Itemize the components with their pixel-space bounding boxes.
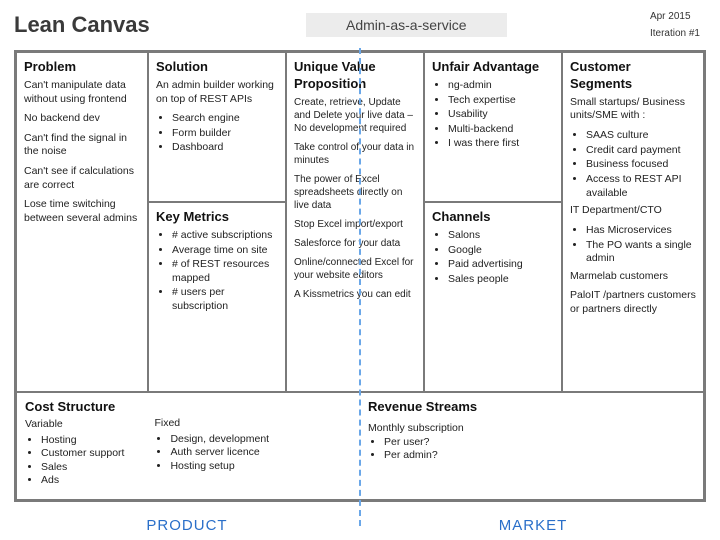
- segments-b2: Credit card payment: [586, 144, 696, 158]
- cell-solution: Solution An admin builder working on top…: [149, 53, 285, 203]
- metrics-b2: Average time on site: [172, 244, 278, 258]
- col-problem: Problem Can't manipulate data without us…: [17, 53, 149, 391]
- cost-variable: Cost Structure Variable Hosting Customer…: [25, 399, 124, 493]
- advantage-b4: Multi-backend: [448, 123, 554, 137]
- segments-b1: SAAS culture: [586, 129, 696, 143]
- cell-uvp: Unique Value Proposition Create, retriev…: [287, 53, 423, 391]
- cost-v1: Hosting: [41, 434, 124, 448]
- cost-f1: Design, development: [170, 433, 269, 447]
- segments-b4: Access to REST API available: [586, 173, 696, 200]
- cell-channels: Channels Salons Google Paid advertising …: [425, 203, 561, 391]
- revenue-p1: Monthly subscription: [368, 422, 695, 436]
- uvp-p3: The power of Excel spreadsheets directly…: [294, 173, 416, 212]
- solution-intro: An admin builder working on top of REST …: [156, 79, 278, 106]
- uvp-p7: A Kissmetrics you can edit: [294, 288, 416, 301]
- col-advantage-channels: Unfair Advantage ng-admin Tech expertise…: [425, 53, 563, 391]
- advantage-b3: Usability: [448, 108, 554, 122]
- cell-cost: Cost Structure Variable Hosting Customer…: [17, 393, 360, 499]
- meta-date: Apr 2015: [644, 8, 706, 25]
- channels-b2: Google: [448, 244, 554, 258]
- revenue-heading: Revenue Streams: [368, 399, 695, 416]
- segments-p2: IT Department/CTO: [570, 204, 696, 218]
- cost-fixed: Fixed Design, development Auth server li…: [154, 399, 269, 493]
- cost-v4: Ads: [41, 474, 124, 488]
- cost-heading: Cost Structure: [25, 399, 124, 416]
- meta-iteration: Iteration #1: [644, 25, 706, 42]
- problem-p5: Lose time switching between several admi…: [24, 198, 140, 225]
- problem-p2: No backend dev: [24, 112, 140, 126]
- metrics-heading: Key Metrics: [156, 209, 278, 226]
- segments-p3: Marmelab customers: [570, 270, 696, 284]
- advantage-b5: I was there first: [448, 137, 554, 151]
- subtitle: Admin-as-a-service: [306, 13, 507, 37]
- meta-block: Apr 2015 Iteration #1: [644, 8, 706, 42]
- problem-p4: Can't see if calculations are correct: [24, 165, 140, 192]
- channels-b3: Paid advertising: [448, 258, 554, 272]
- col-uvp: Unique Value Proposition Create, retriev…: [287, 53, 425, 391]
- metrics-b4: # users per subscription: [172, 286, 278, 313]
- header: Lean Canvas Admin-as-a-service Apr 2015 …: [0, 0, 720, 46]
- footer-product: PRODUCT: [14, 517, 360, 534]
- cost-f3: Hosting setup: [170, 460, 269, 474]
- solution-b1: Search engine: [172, 112, 278, 126]
- channels-b4: Sales people: [448, 273, 554, 287]
- cell-segments: Customer Segments Small startups/ Busine…: [563, 53, 703, 391]
- metrics-b3: # of REST resources mapped: [172, 258, 278, 285]
- cell-metrics: Key Metrics # active subscriptions Avera…: [149, 203, 285, 391]
- cost-v3: Sales: [41, 461, 124, 475]
- solution-heading: Solution: [156, 59, 278, 76]
- segments-b3: Business focused: [586, 158, 696, 172]
- cell-advantage: Unfair Advantage ng-admin Tech expertise…: [425, 53, 561, 203]
- cell-problem: Problem Can't manipulate data without us…: [17, 53, 147, 391]
- cost-f2: Auth server licence: [170, 446, 269, 460]
- bottom-grid: Cost Structure Variable Hosting Customer…: [17, 393, 703, 499]
- advantage-b2: Tech expertise: [448, 94, 554, 108]
- revenue-b2: Per admin?: [384, 449, 695, 463]
- segments-heading: Customer Segments: [570, 59, 696, 93]
- advantage-heading: Unfair Advantage: [432, 59, 554, 76]
- page-title: Lean Canvas: [14, 12, 294, 38]
- cost-fix-label: Fixed: [154, 417, 269, 431]
- solution-b3: Dashboard: [172, 141, 278, 155]
- col-segments: Customer Segments Small startups/ Busine…: [563, 53, 703, 391]
- problem-heading: Problem: [24, 59, 140, 76]
- uvp-p6: Online/connected Excel for your website …: [294, 256, 416, 282]
- footer-market: MARKET: [360, 517, 706, 534]
- uvp-p1: Create, retrieve, Update and Delete your…: [294, 96, 416, 135]
- uvp-p5: Salesforce for your data: [294, 237, 416, 250]
- top-grid: Problem Can't manipulate data without us…: [17, 53, 703, 393]
- revenue-b1: Per user?: [384, 436, 695, 450]
- uvp-p2: Take control of your data in minutes: [294, 141, 416, 167]
- problem-p3: Can't find the signal in the noise: [24, 132, 140, 159]
- cell-revenue: Revenue Streams Monthly subscription Per…: [360, 393, 703, 499]
- problem-p1: Can't manipulate data without using fron…: [24, 79, 140, 106]
- uvp-p4: Stop Excel import/export: [294, 218, 416, 231]
- channels-b1: Salons: [448, 229, 554, 243]
- cost-v2: Customer support: [41, 447, 124, 461]
- metrics-b1: # active subscriptions: [172, 229, 278, 243]
- col-solution-metrics: Solution An admin builder working on top…: [149, 53, 287, 391]
- solution-b2: Form builder: [172, 127, 278, 141]
- segments-b5: Has Microservices: [586, 224, 696, 238]
- cost-var-label: Variable: [25, 418, 124, 432]
- segments-b6: The PO wants a single admin: [586, 239, 696, 266]
- footer-labels: PRODUCT MARKET: [14, 517, 706, 534]
- advantage-b1: ng-admin: [448, 79, 554, 93]
- lean-canvas: Problem Can't manipulate data without us…: [14, 50, 706, 502]
- segments-p4: PaloIT /partners customers or partners d…: [570, 289, 696, 316]
- segments-p1: Small startups/ Business units/SME with …: [570, 96, 696, 123]
- uvp-heading: Unique Value Proposition: [294, 59, 416, 93]
- channels-heading: Channels: [432, 209, 554, 226]
